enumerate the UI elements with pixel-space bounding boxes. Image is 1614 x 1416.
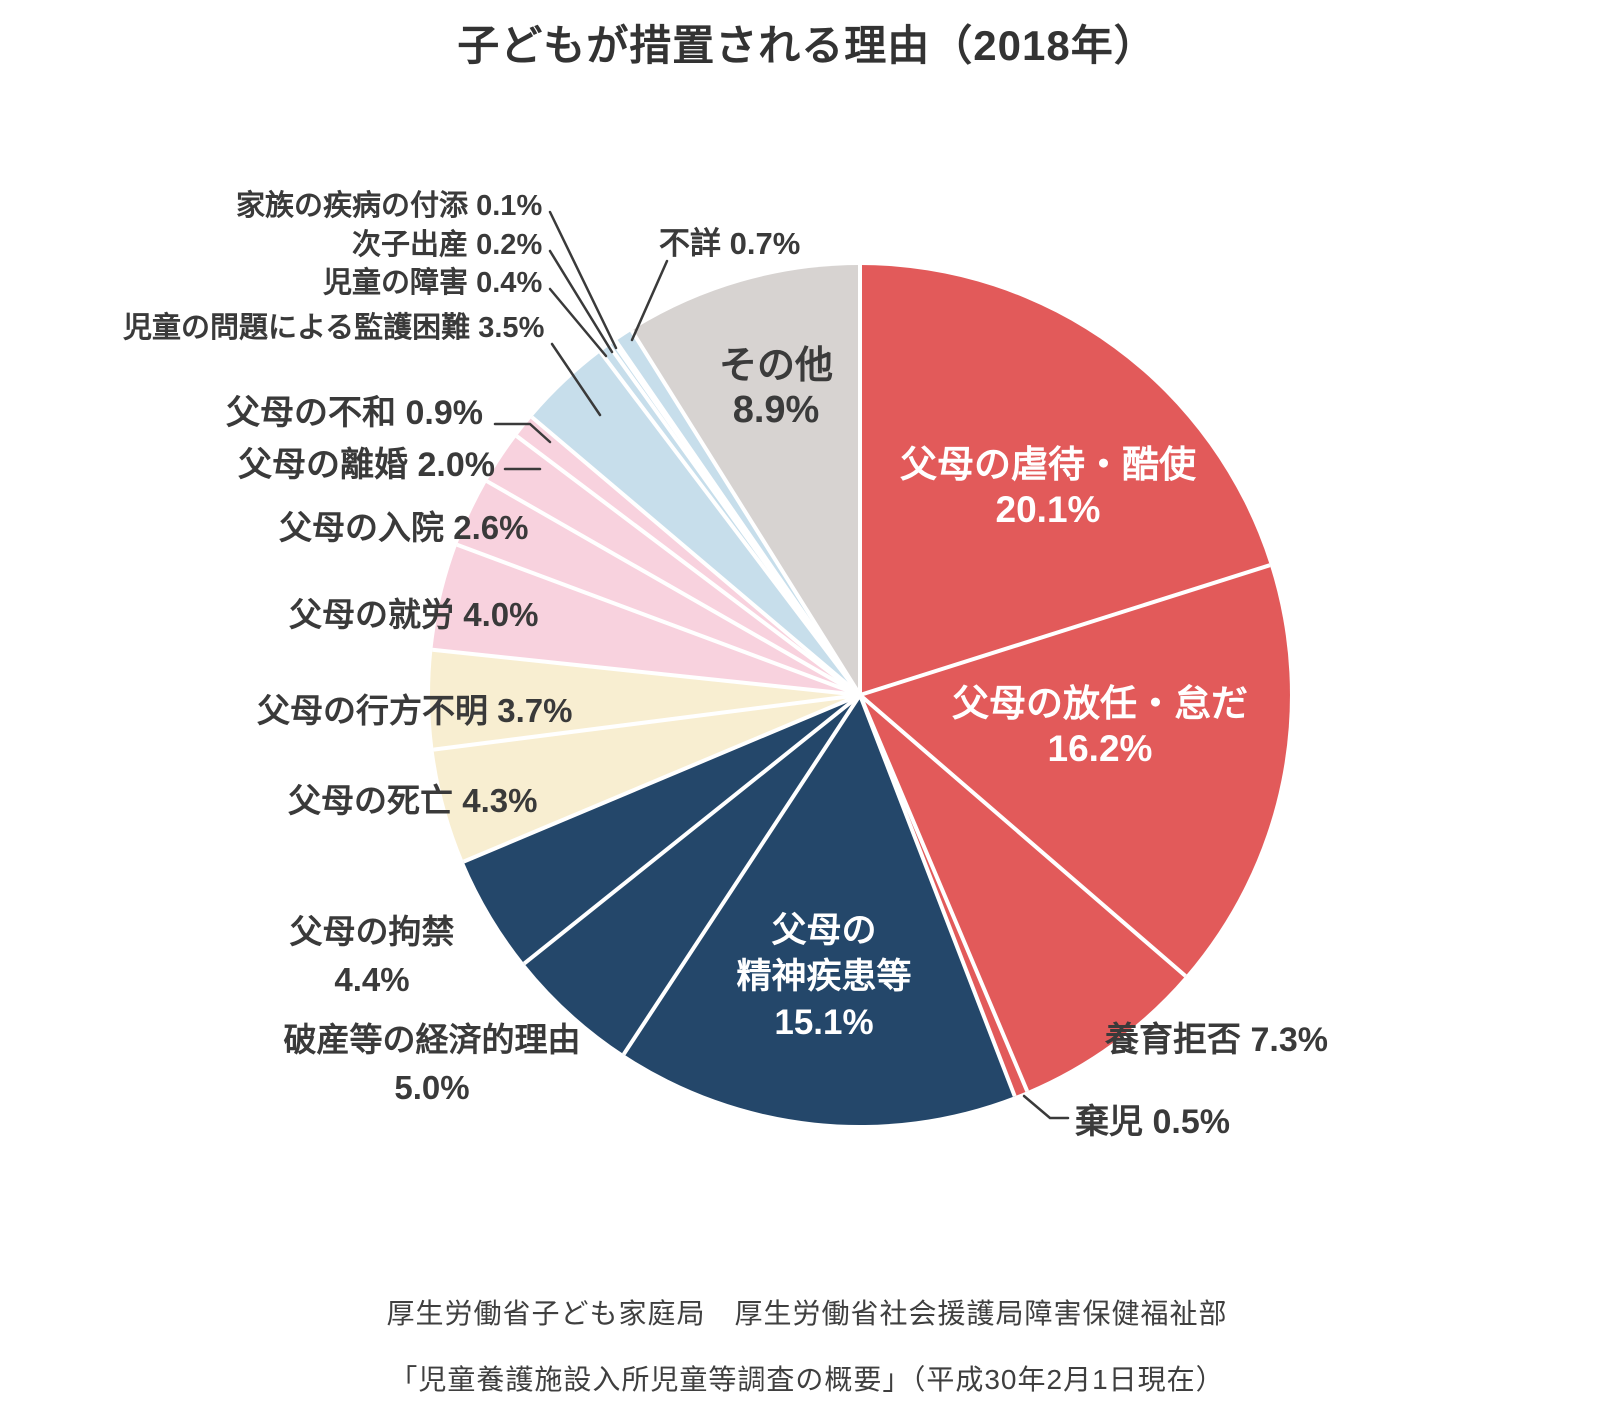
slice-separator (859, 563, 1271, 697)
slice-value: 2.6% (453, 508, 529, 546)
slice-value: 0.2% (476, 228, 543, 261)
source-line-2: 「児童養護施設入所児童等調査の概要」（平成30年2月1日現在） (389, 1364, 1225, 1395)
slice-separator (630, 329, 862, 697)
slice-name: 精神疾患等 (736, 957, 912, 996)
slice-value: 8.9% (732, 389, 820, 431)
pie-slice-8 (430, 649, 860, 750)
pie-slice-0 (860, 265, 1270, 695)
slice-separator (858, 694, 1017, 1097)
pie-label-9: 父母の就労 4.0% (289, 598, 538, 631)
slice-value: 20.1% (995, 489, 1101, 530)
slice-value: 0.7% (729, 225, 801, 261)
pie-slice-13 (531, 352, 860, 695)
slice-value: 4.0% (463, 595, 539, 633)
slice-name: 父母の離婚 (238, 446, 408, 484)
pie-label-4: 父母の精神疾患等 15.1% (737, 908, 912, 1046)
pie-label-8: 父母の行方不明 3.7% (257, 694, 572, 727)
leader-line-3 (1022, 1094, 1070, 1120)
slice-name: その他 (719, 345, 834, 387)
pie-slice-4 (623, 695, 1015, 1126)
leader-line-17 (630, 259, 669, 342)
pie-label-13: 児童の問題による監護困難 3.5% (123, 311, 545, 344)
slice-name: 家族の疾病の付添 (236, 189, 469, 222)
pie-label-16: 家族の疾病の付添 0.1% (236, 189, 543, 222)
slice-name: 児童の障害 (323, 266, 469, 299)
slice-value: 4.4% (334, 961, 410, 998)
pie-label-1: 父母の放任・怠だ 16.2% (952, 681, 1248, 771)
leader-line-14 (548, 287, 608, 358)
leader-line-12 (493, 422, 552, 444)
slice-name: 父母の就労 (289, 595, 454, 633)
slice-value: 2.0% (417, 446, 496, 484)
slice-name: 父母の放任・怠だ (952, 683, 1248, 724)
pie-label-10: 父母の入院 2.6% (279, 511, 528, 544)
slice-name: 父母の拘禁 (289, 913, 455, 950)
slice-name: 父母の入院 (279, 508, 444, 546)
slice-name: 児童の問題による監護困難 (123, 311, 471, 344)
slice-name: 棄児 (1075, 1103, 1143, 1141)
source-line-1: 厚生労働省子ども家庭局 厚生労働省社会援護局障害保健福祉部 (386, 1298, 1228, 1329)
pie-slice-18 (631, 265, 860, 695)
pie-slice-6 (463, 695, 860, 964)
slice-value: 15.1% (774, 1003, 874, 1042)
slice-separator (530, 415, 862, 697)
slice-value: 3.5% (478, 311, 545, 344)
pie-slice-10 (457, 481, 860, 695)
slice-name: 次子出産 (352, 228, 469, 261)
slice-separator (858, 693, 1187, 978)
slice-separator (522, 693, 862, 966)
pie-slice-1 (860, 565, 1290, 976)
pie-label-15: 次子出産 0.2% (352, 228, 543, 261)
slice-value: 0.1% (476, 189, 543, 222)
chart-title: 子どもが措置される理由（2018年） (457, 22, 1157, 69)
slice-separator (456, 542, 861, 697)
slice-name: 養育拒否 (1105, 1021, 1241, 1059)
slice-separator (614, 339, 862, 697)
slice-name: 父母の死亡 (288, 781, 453, 819)
slice-name: 破産等の経済的理由 (283, 1021, 581, 1058)
pie-label-2: 養育拒否 7.3% (1105, 1023, 1328, 1057)
slice-value: 0.5% (1152, 1103, 1231, 1141)
slice-name: 父母の虐待・酷使 (900, 444, 1196, 485)
pie-slice-11 (486, 436, 860, 695)
slice-value: 0.9% (405, 394, 484, 432)
slice-separator (858, 694, 1030, 1092)
slice-separator (515, 434, 862, 697)
pie-label-3: 棄児 0.5% (1075, 1105, 1230, 1139)
slice-name: 不詳 (659, 225, 721, 261)
pie-label-7: 父母の死亡 4.3% (288, 784, 537, 817)
leader-line-16 (548, 210, 618, 350)
slice-name: 父母の不和 (226, 394, 396, 432)
pie-label-11: 父母の離婚 2.0% (238, 448, 495, 482)
pie-label-5: 破産等の経済的理由 5.0% (284, 1016, 581, 1112)
pie-slice-12 (516, 417, 860, 695)
slice-value: 3.7% (497, 691, 573, 729)
slice-value: 4.3% (462, 781, 538, 819)
pie-label-17: 不詳 0.7% (659, 228, 800, 259)
pie-label-12: 父母の不和 0.9% (226, 396, 483, 430)
slice-separator (432, 647, 861, 697)
slice-separator (622, 693, 862, 1056)
pie-label-6: 父母の拘禁 4.4% (290, 908, 455, 1004)
slice-name: 父母の行方不明 (257, 691, 488, 729)
pie-label-18: その他 8.9% (719, 344, 833, 432)
slice-value: 16.2% (1047, 728, 1153, 769)
pie-label-0: 父母の虐待・酷使 20.1% (900, 442, 1196, 532)
slice-value: 0.4% (476, 266, 543, 299)
pie-slice-5 (524, 695, 860, 1055)
slice-value: 7.3% (1250, 1021, 1329, 1059)
slice-separator (462, 693, 861, 864)
slice-separator (485, 479, 861, 697)
slice-name: 父母の (771, 911, 877, 950)
leader-line-15 (548, 249, 614, 354)
leader-line-13 (550, 342, 602, 417)
pie-slice-9 (432, 544, 860, 695)
pie-label-14: 児童の障害 0.4% (323, 266, 543, 299)
pie-slice-2 (860, 695, 1186, 1092)
slice-separator (433, 693, 861, 752)
slice-value: 5.0% (394, 1069, 470, 1106)
